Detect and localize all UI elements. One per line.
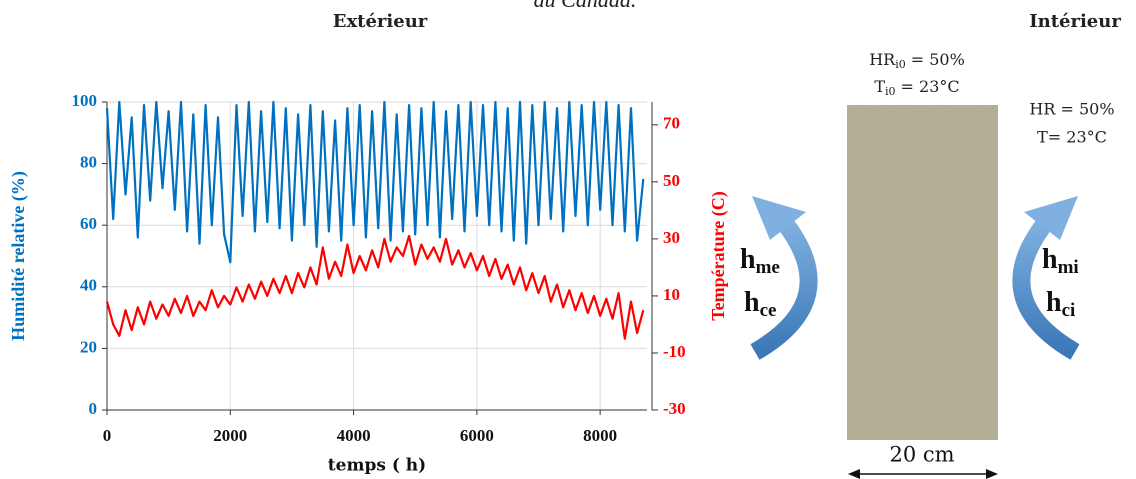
initial-hr: HRi0 = 50%	[869, 50, 965, 72]
coef-me: hme	[740, 244, 780, 278]
t-value: = 23°C	[901, 77, 960, 96]
title: au Canada.	[534, 0, 637, 12]
coef-base: h	[740, 244, 756, 275]
thickness-arrow	[848, 469, 860, 479]
y2-tick-label: 30	[663, 228, 680, 247]
interior-hr: HR = 50%	[1029, 100, 1114, 119]
thickness-arrow	[986, 469, 998, 479]
coef-base: h	[1046, 287, 1062, 318]
coef-sub: ci	[1062, 300, 1076, 321]
y2-axis-label: Température (C)	[708, 191, 729, 320]
y-tick-label: 100	[72, 91, 98, 110]
series-line	[105, 100, 645, 264]
x-tick-label: 0	[103, 426, 112, 445]
y-tick-label: 80	[80, 153, 97, 172]
coef-sub: ce	[760, 300, 777, 321]
thickness-label: 20 cm	[889, 443, 954, 467]
y2-tick-label: 70	[663, 114, 680, 133]
interior-arrow	[1012, 216, 1080, 360]
coef-sub: mi	[1058, 257, 1079, 278]
interior-label: Intérieur	[1029, 11, 1121, 32]
coef-ci: hci	[1046, 287, 1075, 321]
y2-tick-label: 10	[663, 285, 680, 304]
y2-tick-label: -30	[663, 399, 686, 418]
y2-tick-label: -10	[663, 342, 686, 361]
y-tick-label: 0	[89, 399, 98, 418]
x-axis-label: temps ( h)	[328, 456, 426, 476]
y-tick-label: 40	[80, 276, 97, 295]
exterior-arrow	[750, 216, 818, 360]
y-tick-label: 60	[80, 214, 97, 233]
hr-sub: i0	[895, 58, 906, 71]
x-tick-label: 2000	[213, 426, 247, 445]
hr-value: = 50%	[911, 50, 965, 69]
x-tick-label: 8000	[583, 426, 617, 445]
hr: HR	[869, 50, 896, 69]
t-sub: i0	[885, 85, 896, 98]
plot: 0 2000 4000 6000 8000 0 20 40 60 80 100 -30 -10 10 30 5…	[8, 91, 729, 476]
coef-ce: hce	[744, 287, 776, 321]
interior-t: T= 23°C	[1037, 128, 1107, 147]
coef-base: h	[744, 287, 760, 318]
exterior-label: Extérieur	[333, 11, 428, 32]
coef-base: h	[1042, 244, 1058, 275]
y2-tick-label: 50	[663, 171, 680, 190]
coef-mi: hmi	[1042, 244, 1079, 278]
coef-sub: me	[756, 257, 780, 278]
y-axis-label: Humidité relative (%)	[8, 171, 29, 341]
wall	[847, 105, 998, 440]
x-tick-label: 4000	[337, 426, 371, 445]
interior-arrow-head	[1024, 196, 1078, 240]
exterior-arrow-head	[752, 196, 806, 240]
t: T	[874, 77, 885, 96]
x-tick-label: 6000	[460, 426, 494, 445]
y-tick-label: 20	[80, 337, 97, 356]
initial-t: Ti0 = 23°C	[874, 77, 959, 99]
series-line	[105, 234, 645, 340]
